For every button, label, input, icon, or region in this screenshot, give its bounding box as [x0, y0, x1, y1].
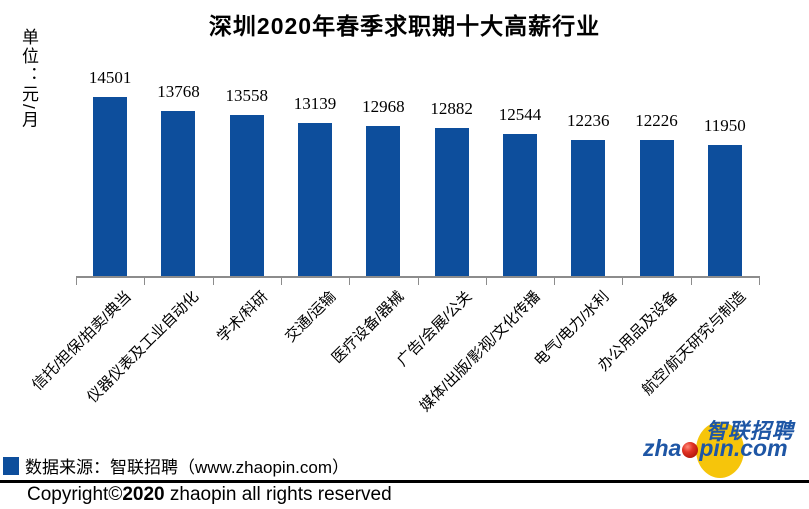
- y-axis-unit-label: 单位：元/月: [19, 28, 38, 130]
- bar: [93, 97, 128, 276]
- bar: [434, 128, 469, 276]
- logo-latin-prefix: zha: [643, 435, 682, 461]
- axis-tick: [554, 278, 556, 285]
- axis-tick: [144, 278, 146, 285]
- axis-tick: [212, 278, 214, 285]
- bar-value-label: 12236: [567, 111, 610, 130]
- legend: 数据来源：智联招聘（www.zhaopin.com）: [3, 453, 349, 478]
- zhaopin-logo: 智联招聘 zha pin.com: [640, 412, 805, 480]
- axis-tick: [417, 278, 419, 285]
- copyright-suffix: zhaopin all rights reserved: [164, 484, 392, 505]
- copyright-text: Copyright©2020 zhaopin all rights reserv…: [27, 484, 392, 506]
- bar: [298, 123, 333, 276]
- legend-label: 数据来源：智联招聘（www.zhaopin.com）: [25, 458, 350, 477]
- bar-value-label: 13139: [293, 94, 337, 113]
- bar: [707, 145, 742, 276]
- category-label: 学术/科研: [213, 288, 271, 346]
- logo-red-ball-icon: [682, 441, 699, 458]
- logo-latin-text: zha pin.com: [643, 435, 788, 462]
- logo-latin-suffix: pin.com: [699, 435, 788, 461]
- footer-divider-line: [0, 480, 809, 483]
- axis-tick: [759, 278, 760, 285]
- bar-value-label: 13558: [225, 86, 269, 105]
- bar-value-label: 11950: [703, 116, 746, 135]
- x-axis-line: [76, 276, 760, 278]
- bar-value-label: 12882: [430, 99, 473, 118]
- axis-tick: [622, 278, 624, 285]
- legend-swatch: [3, 456, 19, 475]
- bar-value-label: 14501: [88, 68, 132, 87]
- logo-yellow-ellipse: [696, 422, 744, 478]
- bar-value-label: 12544: [498, 105, 542, 124]
- axis-tick: [349, 278, 351, 285]
- copyright-prefix: Copyright©: [27, 484, 123, 505]
- axis-tick: [280, 278, 282, 285]
- bar-value-label: 12968: [362, 97, 405, 116]
- axis-tick: [485, 278, 487, 285]
- bar: [366, 126, 401, 276]
- plot-area: 14501 13768 13558 13139 12968 12882 12544 12236…: [76, 68, 759, 276]
- category-label: 交通/运输: [281, 288, 340, 346]
- axis-tick: [690, 278, 692, 285]
- axis-tick: [76, 278, 77, 285]
- bar-value-label: 13768: [157, 82, 200, 101]
- chart-title: 深圳2020年春季求职期十大高薪行业: [208, 13, 601, 39]
- bar: [161, 111, 196, 276]
- bar: [229, 115, 264, 276]
- category-label: 媒体/出版/影视/文化传播: [417, 288, 545, 416]
- bar: [502, 134, 537, 276]
- bar: [571, 140, 606, 276]
- bar: [639, 140, 674, 276]
- copyright-year: 2020: [122, 484, 165, 505]
- bar-value-label: 12226: [635, 111, 678, 130]
- logo-chinese-text: 智联招聘: [706, 420, 794, 443]
